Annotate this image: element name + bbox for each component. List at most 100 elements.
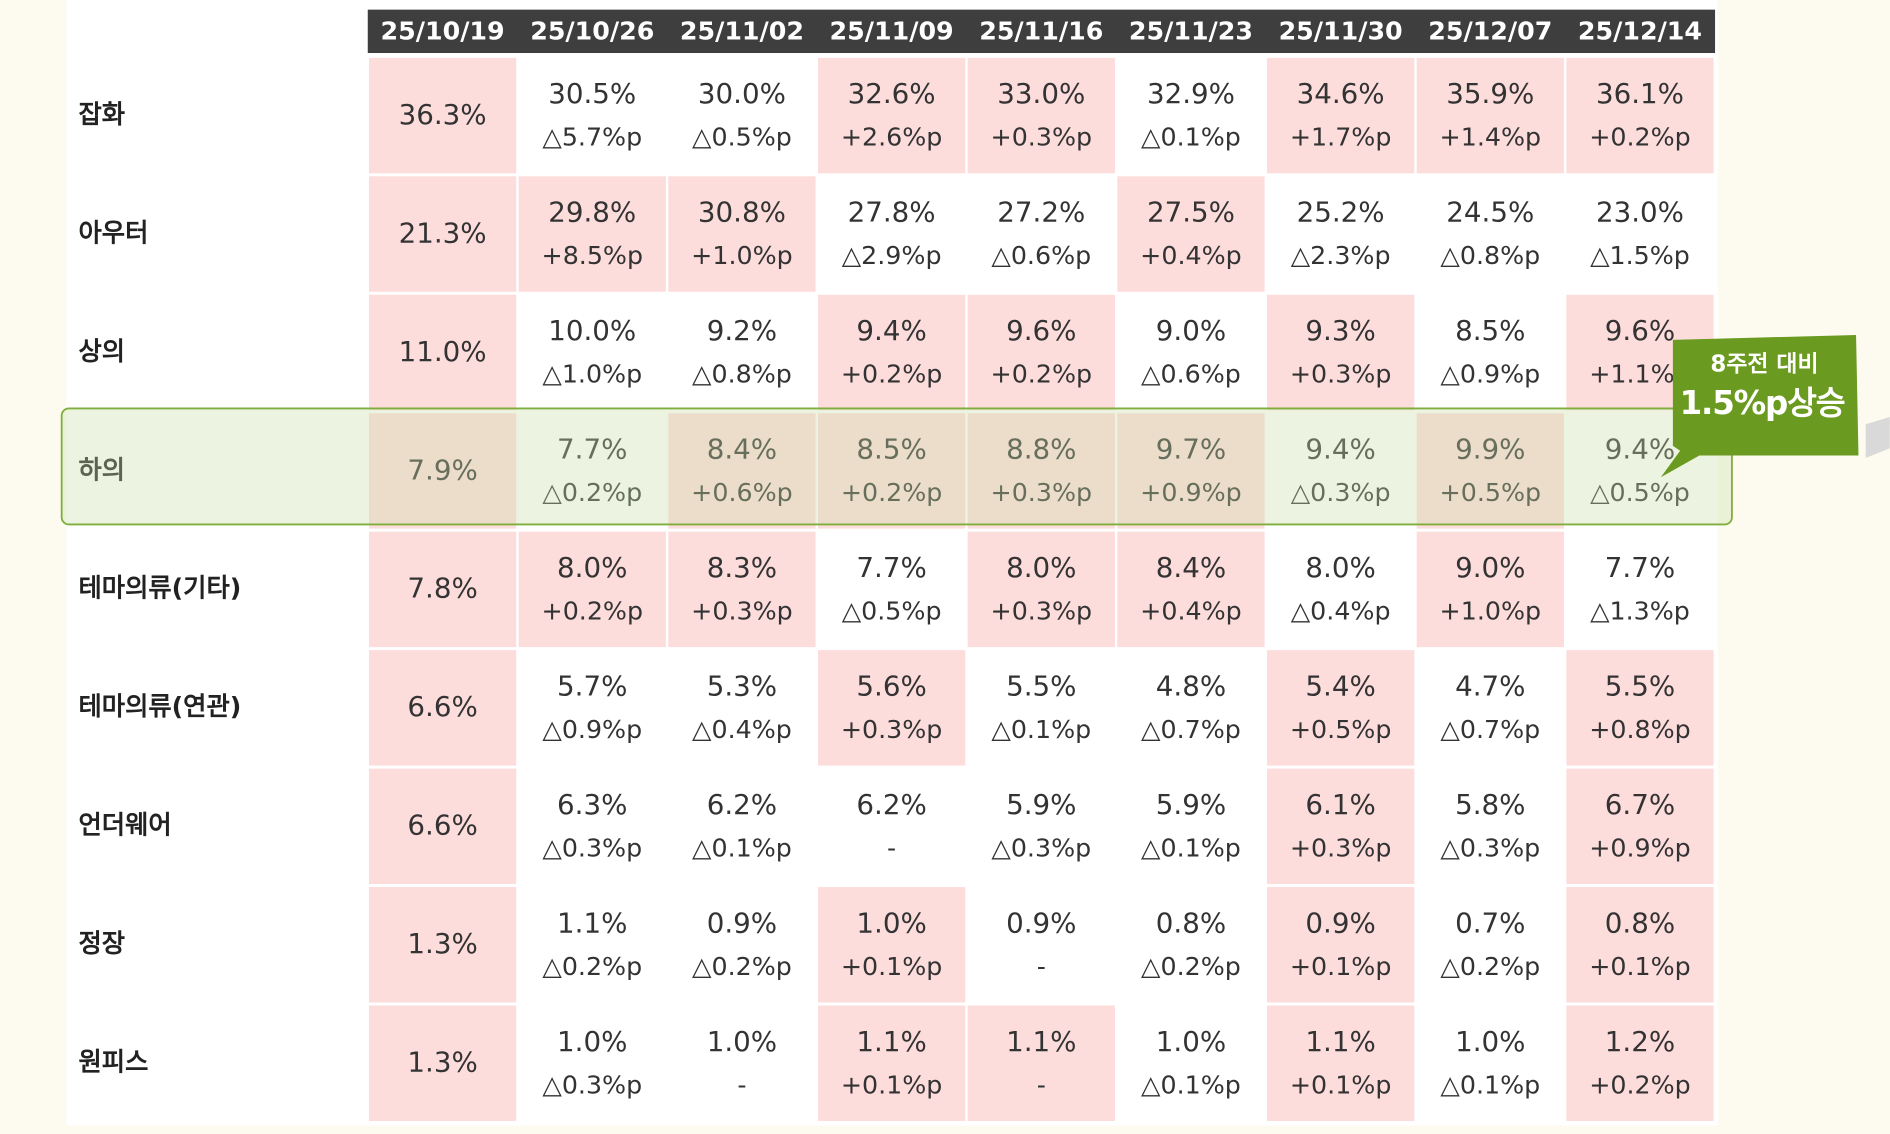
cell-value: 1.0% bbox=[707, 1025, 777, 1058]
column-header: 25/12/14 bbox=[1578, 17, 1702, 46]
cell-change: △0.1%p bbox=[1141, 1070, 1241, 1099]
column-header: 25/11/23 bbox=[1129, 17, 1253, 46]
cell-highlight bbox=[1267, 887, 1415, 1003]
cell-value: 32.9% bbox=[1147, 77, 1235, 110]
cell-change: △0.3%p bbox=[1440, 833, 1540, 862]
cell-highlight bbox=[668, 531, 816, 648]
cell-value: 1.1% bbox=[557, 906, 627, 939]
callout-shadow bbox=[1865, 416, 1890, 458]
cell-value: 7.8% bbox=[407, 572, 477, 605]
cell-change: △0.1%p bbox=[1141, 123, 1241, 152]
column-header: 25/10/26 bbox=[530, 17, 654, 46]
cell-highlight bbox=[1416, 531, 1564, 648]
cell-change: △0.2%p bbox=[1141, 952, 1241, 981]
cell-highlight bbox=[368, 176, 517, 292]
cell-value: 0.7% bbox=[1455, 906, 1525, 939]
cell-value: 8.5% bbox=[856, 433, 926, 466]
cell-highlight bbox=[1416, 413, 1564, 529]
cell-change: △1.3%p bbox=[1590, 596, 1690, 625]
cell-value: 4.8% bbox=[1156, 670, 1226, 703]
cell-highlight bbox=[817, 887, 966, 1003]
cell-value: 9.9% bbox=[1455, 433, 1525, 466]
cell-change: △0.2%p bbox=[1440, 952, 1540, 981]
cell-change: △2.9%p bbox=[842, 241, 942, 270]
cell-value: 7.7% bbox=[557, 433, 627, 466]
cell-change: △0.1%p bbox=[991, 715, 1091, 744]
cell-change: +0.1%p bbox=[1290, 952, 1392, 981]
row-label: 정장 bbox=[79, 929, 126, 958]
cell-value: 9.4% bbox=[1605, 433, 1675, 466]
cell-value: 9.2% bbox=[707, 314, 777, 347]
cell-highlight bbox=[368, 413, 517, 529]
cell-highlight bbox=[368, 57, 517, 174]
cell-change: △0.2%p bbox=[542, 952, 642, 981]
cell-value: 9.3% bbox=[1305, 314, 1375, 347]
cell-value: 8.0% bbox=[1305, 551, 1375, 584]
cell-value: 27.8% bbox=[848, 196, 936, 229]
cell-value: 6.1% bbox=[1305, 788, 1375, 821]
cell-value: 9.6% bbox=[1605, 314, 1675, 347]
cell-highlight bbox=[668, 176, 816, 292]
cell-change: +0.6%p bbox=[691, 478, 793, 507]
cell-highlight bbox=[518, 531, 666, 648]
cell-change: △0.4%p bbox=[1291, 596, 1391, 625]
cell-change: +0.2%p bbox=[542, 596, 644, 625]
cell-change: △0.3%p bbox=[1291, 478, 1391, 507]
cell-value: 8.4% bbox=[1156, 551, 1226, 584]
cell-value: 1.1% bbox=[1305, 1025, 1375, 1058]
cell-highlight bbox=[1566, 650, 1714, 766]
cell-value: 30.8% bbox=[698, 196, 786, 229]
cell-highlight bbox=[1117, 413, 1265, 529]
cell-change: △0.7%p bbox=[1141, 715, 1241, 744]
cell-change: +0.2%p bbox=[1589, 1070, 1691, 1099]
cell-change: △0.1%p bbox=[692, 833, 792, 862]
cell-value: 0.9% bbox=[1006, 906, 1076, 939]
cell-change: +1.4%p bbox=[1440, 123, 1542, 152]
cell-change: - bbox=[1037, 952, 1046, 981]
cell-highlight bbox=[518, 176, 666, 292]
cell-highlight bbox=[967, 294, 1115, 411]
cell-value: 25.2% bbox=[1297, 196, 1385, 229]
cell-change: △0.9%p bbox=[1440, 360, 1540, 389]
cell-value: 1.0% bbox=[1156, 1025, 1226, 1058]
cell-change: +0.3%p bbox=[1290, 833, 1392, 862]
cell-change: △0.4%p bbox=[692, 715, 792, 744]
cell-change: - bbox=[737, 1070, 746, 1099]
column-header: 25/11/30 bbox=[1279, 17, 1403, 46]
cell-change: +0.5%p bbox=[1290, 715, 1392, 744]
cell-highlight bbox=[967, 1005, 1115, 1121]
cell-value: 30.5% bbox=[548, 77, 636, 110]
column-header: 25/11/09 bbox=[830, 17, 954, 46]
cell-value: 5.9% bbox=[1156, 788, 1226, 821]
cell-change: △1.0%p bbox=[542, 360, 642, 389]
cell-value: 6.3% bbox=[557, 788, 627, 821]
cell-change: +0.3%p bbox=[991, 478, 1093, 507]
cell-highlight bbox=[1267, 57, 1415, 174]
cell-change: △1.5%p bbox=[1590, 241, 1690, 270]
cell-value: 23.0% bbox=[1596, 196, 1684, 229]
cell-change: △0.1%p bbox=[1141, 833, 1241, 862]
cell-value: 7.7% bbox=[1605, 551, 1675, 584]
cell-value: 6.2% bbox=[707, 788, 777, 821]
cell-value: 35.9% bbox=[1446, 77, 1534, 110]
cell-highlight bbox=[368, 531, 517, 648]
cell-value: 5.5% bbox=[1605, 670, 1675, 703]
cell-change: △0.5%p bbox=[842, 596, 942, 625]
cell-change: +0.1%p bbox=[841, 952, 943, 981]
cell-value: 6.6% bbox=[407, 690, 477, 723]
header-band bbox=[367, 9, 1716, 54]
cell-value: 34.6% bbox=[1297, 77, 1385, 110]
cell-change: +0.1%p bbox=[1290, 1070, 1392, 1099]
cell-highlight bbox=[1566, 57, 1714, 174]
cell-change: △0.1%p bbox=[1440, 1070, 1540, 1099]
cell-change: +1.7%p bbox=[1290, 123, 1392, 152]
cell-highlight bbox=[817, 413, 966, 529]
cell-value: 24.5% bbox=[1446, 196, 1534, 229]
cell-value: 1.3% bbox=[407, 1046, 477, 1079]
cell-highlight bbox=[1566, 887, 1714, 1003]
cell-change: +0.5%p bbox=[1440, 478, 1542, 507]
cell-value: 27.5% bbox=[1147, 196, 1235, 229]
callout-box bbox=[1660, 335, 1859, 478]
